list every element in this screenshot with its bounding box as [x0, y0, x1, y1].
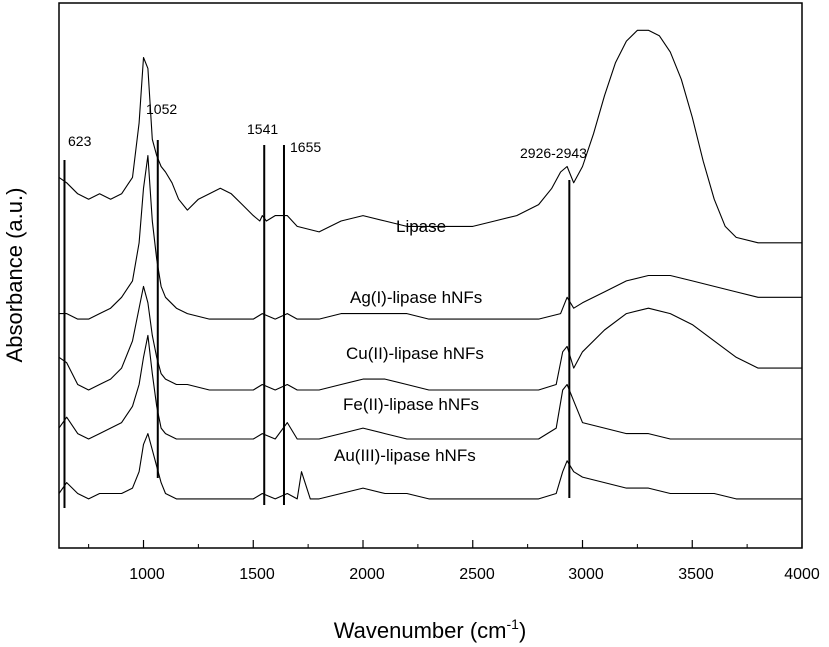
y-axis-title: Absorbance (a.u.)	[2, 188, 27, 363]
x-axis-ticks	[88, 540, 803, 548]
x-axis-title: Wavenumber (cm-1)	[334, 616, 527, 643]
x-tick-label: 2000	[349, 566, 385, 583]
annotation-label: 1541	[247, 121, 278, 137]
series-group	[58, 29, 802, 500]
annotation-label: 1655	[290, 139, 321, 155]
annotation-label: 623	[68, 133, 92, 149]
x-tick-label: 3500	[678, 566, 714, 583]
series-label-fe: Fe(II)-lipase hNFs	[343, 395, 479, 414]
annotation-label: 2926-2943	[520, 145, 587, 161]
series-label-ag: Ag(I)-lipase hNFs	[350, 288, 482, 307]
x-tick-label: 4000	[784, 566, 820, 583]
annotation-group	[63, 140, 571, 508]
series-label-lipase: Lipase	[396, 217, 446, 236]
x-tick-label: 1000	[129, 566, 165, 583]
plot-frame	[58, 2, 803, 549]
x-tick-label: 2500	[459, 566, 495, 583]
series-line-0	[58, 29, 802, 244]
x-tick-label: 1500	[239, 566, 275, 583]
series-line-1	[59, 155, 802, 320]
annotation-label: 1052	[146, 101, 177, 117]
series-line-3	[58, 334, 802, 440]
x-axis-title-superscript: -1	[507, 616, 520, 632]
x-axis-title-text: Wavenumber (cm	[334, 618, 507, 643]
x-tick-label: 3000	[568, 566, 604, 583]
series-label-au: Au(III)-lipase hNFs	[334, 446, 476, 465]
series-label-cu: Cu(II)-lipase hNFs	[346, 344, 484, 363]
series-line-4	[58, 433, 802, 500]
x-axis-title-close: )	[519, 618, 526, 643]
series-line-2	[58, 285, 802, 391]
